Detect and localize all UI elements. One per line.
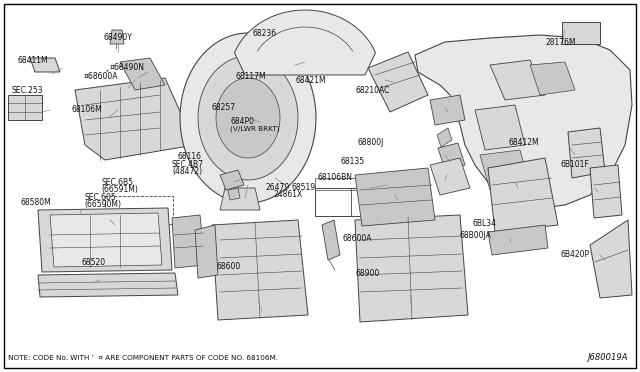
Text: 26479: 26479 (266, 183, 290, 192)
Text: 28176M: 28176M (545, 38, 576, 47)
Text: *: * (106, 69, 109, 75)
Polygon shape (234, 10, 376, 75)
Text: 68116: 68116 (178, 153, 202, 161)
Polygon shape (50, 213, 162, 267)
Text: 6BL34: 6BL34 (472, 219, 496, 228)
Polygon shape (590, 220, 632, 298)
Text: (66590M): (66590M) (84, 200, 122, 209)
Polygon shape (228, 188, 240, 200)
Text: 68257: 68257 (211, 103, 236, 112)
Polygon shape (490, 60, 545, 100)
Text: 6B101F: 6B101F (561, 160, 589, 169)
Text: 68210AC: 68210AC (355, 86, 390, 94)
Text: 68580M: 68580M (20, 198, 51, 207)
Polygon shape (322, 220, 340, 260)
Polygon shape (368, 52, 428, 112)
Text: 68800J: 68800J (357, 138, 383, 147)
Polygon shape (590, 165, 622, 218)
Polygon shape (216, 78, 280, 158)
Polygon shape (438, 143, 465, 170)
Text: SEC.4B7: SEC.4B7 (172, 160, 204, 169)
Text: (V/LWR BRKT): (V/LWR BRKT) (230, 125, 280, 132)
Polygon shape (488, 158, 558, 232)
Polygon shape (195, 225, 218, 278)
Polygon shape (110, 30, 124, 44)
Polygon shape (488, 225, 548, 255)
Polygon shape (530, 62, 575, 95)
Polygon shape (180, 33, 316, 203)
Polygon shape (415, 35, 632, 208)
Polygon shape (480, 150, 530, 190)
Text: 68900: 68900 (356, 269, 380, 278)
Text: 68117M: 68117M (236, 72, 266, 81)
Polygon shape (38, 273, 178, 297)
Polygon shape (198, 56, 298, 180)
Polygon shape (75, 78, 195, 160)
Text: 68236: 68236 (253, 29, 277, 38)
Text: 684P0: 684P0 (230, 117, 254, 126)
Text: SEC.605: SEC.605 (84, 193, 116, 202)
Text: SEC.6B5: SEC.6B5 (101, 178, 133, 187)
Text: 6B420P: 6B420P (561, 250, 590, 259)
Polygon shape (355, 168, 435, 226)
Bar (315, 178, 387, 190)
Polygon shape (172, 215, 205, 268)
Polygon shape (430, 158, 470, 195)
Polygon shape (38, 208, 172, 272)
Text: (66591M): (66591M) (101, 185, 138, 194)
Bar (315, 188, 387, 216)
Polygon shape (568, 128, 605, 178)
Text: SEC.253: SEC.253 (12, 86, 43, 94)
Polygon shape (475, 105, 525, 150)
Text: 68520: 68520 (82, 258, 106, 267)
Polygon shape (220, 170, 244, 190)
Text: J680019A: J680019A (588, 353, 628, 362)
Text: 68519: 68519 (292, 183, 316, 192)
Polygon shape (437, 128, 452, 147)
Text: 68B00JA: 68B00JA (460, 231, 492, 240)
Text: ¤68490N: ¤68490N (110, 63, 145, 72)
Bar (105, 196, 173, 224)
Text: 68600A: 68600A (342, 234, 372, 243)
Text: 68411M: 68411M (18, 56, 49, 65)
Polygon shape (8, 95, 42, 120)
Polygon shape (30, 58, 60, 72)
Text: 68135: 68135 (340, 157, 365, 166)
Text: ¤68600A: ¤68600A (83, 72, 118, 81)
Text: 24861X: 24861X (274, 190, 303, 199)
Bar (562, 22, 600, 44)
Text: 68421M: 68421M (296, 76, 326, 85)
Text: 68106M: 68106M (72, 105, 102, 114)
Polygon shape (120, 58, 165, 90)
Polygon shape (212, 220, 308, 320)
Text: NOTE: CODE No. WITH ’  ¤ ARE COMPONENT PARTS OF CODE NO. 68106M.: NOTE: CODE No. WITH ’ ¤ ARE COMPONENT PA… (8, 355, 278, 361)
Text: 68106BN: 68106BN (317, 173, 353, 182)
Polygon shape (355, 215, 468, 322)
Polygon shape (430, 95, 465, 125)
Text: 68600: 68600 (216, 262, 241, 271)
Polygon shape (220, 188, 260, 210)
Text: (48472): (48472) (173, 167, 203, 176)
Text: 68490Y: 68490Y (104, 33, 132, 42)
Text: 68412M: 68412M (509, 138, 540, 147)
Text: *: * (118, 65, 122, 71)
